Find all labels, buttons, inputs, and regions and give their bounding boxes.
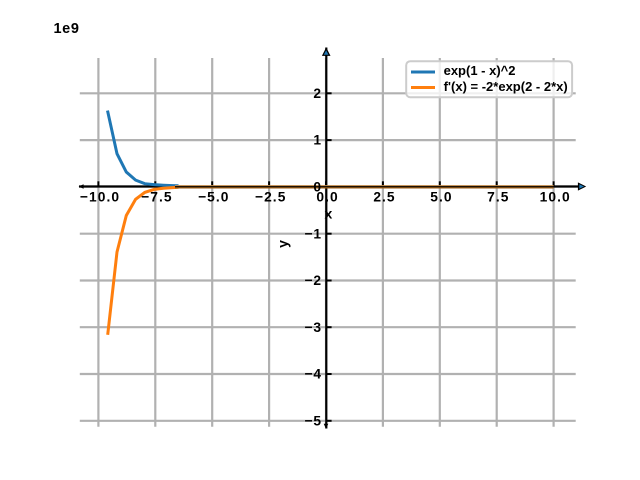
svg-text:10.0: 10.0	[540, 189, 571, 204]
svg-text:−7.5: −7.5	[141, 189, 172, 204]
svg-text:−2: −2	[304, 273, 322, 288]
svg-text:5.0: 5.0	[430, 189, 452, 204]
svg-text:y: y	[275, 240, 291, 248]
svg-text:−1: −1	[304, 226, 322, 241]
svg-text:exp(1 - x)^2: exp(1 - x)^2	[444, 63, 516, 78]
svg-text:−2.5: −2.5	[255, 189, 286, 204]
svg-text:7.5: 7.5	[487, 189, 509, 204]
svg-text:−5: −5	[304, 413, 322, 428]
svg-text:0: 0	[313, 180, 322, 195]
svg-text:−4: −4	[304, 367, 322, 382]
svg-text:2: 2	[313, 86, 322, 101]
svg-text:1: 1	[313, 133, 322, 148]
svg-text:f'(x) = -2*exp(2 - 2*x): f'(x) = -2*exp(2 - 2*x)	[444, 79, 568, 94]
svg-text:−10.0: −10.0	[80, 189, 120, 204]
svg-text:−5.0: −5.0	[198, 189, 229, 204]
svg-text:1e9: 1e9	[54, 21, 80, 37]
svg-text:x: x	[325, 206, 333, 222]
svg-text:−3: −3	[304, 320, 322, 335]
svg-text:2.5: 2.5	[373, 189, 395, 204]
svg-text:0.0: 0.0	[316, 189, 338, 204]
